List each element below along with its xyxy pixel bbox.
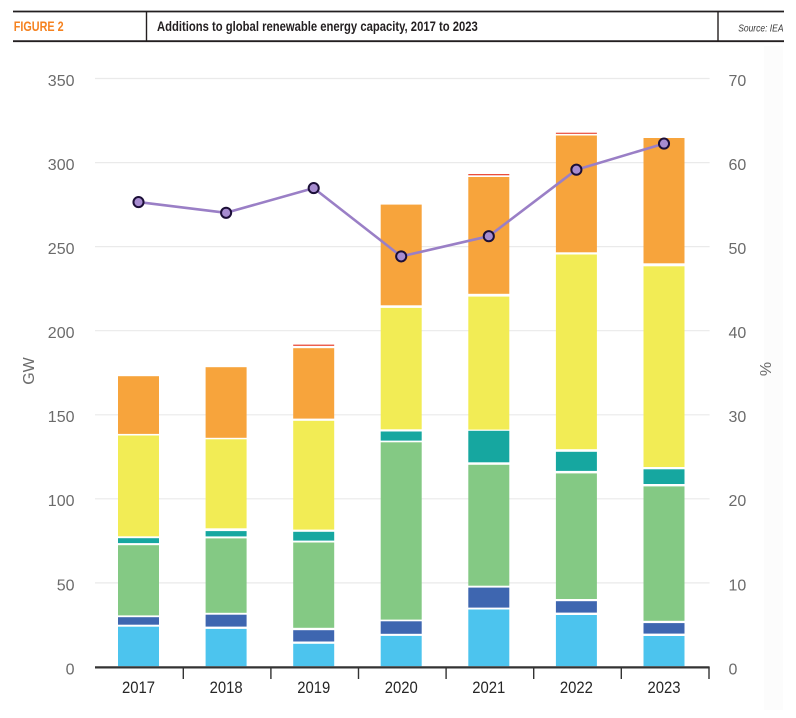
svg-text:2017: 2017 — [122, 679, 155, 697]
svg-text:150: 150 — [48, 409, 75, 426]
svg-text:70: 70 — [729, 73, 747, 90]
svg-text:2019: 2019 — [297, 679, 330, 697]
svg-text:300: 300 — [48, 157, 75, 174]
svg-text:FIGURE 2: FIGURE 2 — [14, 19, 64, 34]
svg-text:2018: 2018 — [210, 679, 243, 697]
svg-text:2022: 2022 — [560, 679, 593, 697]
svg-text:GW: GW — [21, 356, 38, 384]
svg-text:Source: IEA: Source: IEA — [738, 23, 783, 34]
svg-text:40: 40 — [729, 325, 747, 342]
svg-text:2023: 2023 — [647, 679, 680, 697]
svg-text:50: 50 — [729, 241, 747, 258]
svg-text:2021: 2021 — [472, 679, 505, 697]
svg-text:2020: 2020 — [385, 679, 418, 697]
svg-text:250: 250 — [48, 241, 75, 258]
svg-text:50: 50 — [57, 577, 75, 594]
svg-text:350: 350 — [48, 73, 75, 90]
svg-text:Additions to global renewable: Additions to global renewable energy cap… — [157, 19, 478, 34]
svg-text:200: 200 — [48, 325, 75, 342]
svg-text:20: 20 — [729, 493, 747, 510]
svg-text:%: % — [758, 362, 775, 376]
svg-text:30: 30 — [729, 409, 747, 426]
svg-text:10: 10 — [729, 577, 747, 594]
svg-text:0: 0 — [729, 662, 738, 679]
svg-text:0: 0 — [66, 662, 75, 679]
svg-text:60: 60 — [729, 157, 747, 174]
svg-text:100: 100 — [48, 493, 75, 510]
